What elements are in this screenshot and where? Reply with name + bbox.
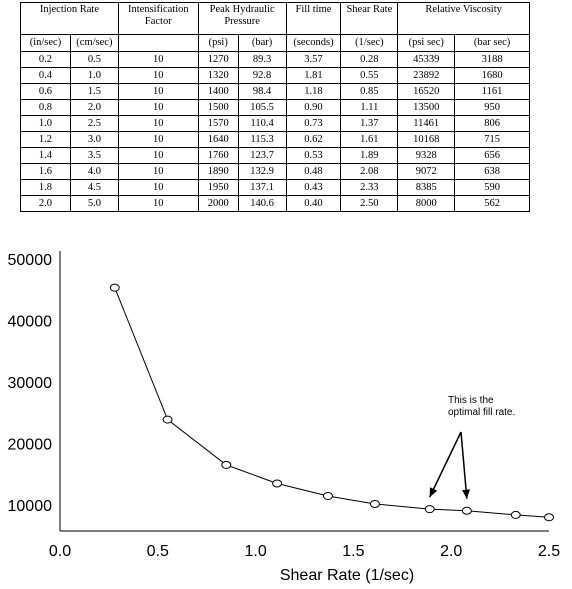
y-tick-label: 30000: [8, 375, 53, 392]
table-cell: 0.40: [285, 195, 342, 212]
data-point: [322, 492, 333, 501]
table-cell: 2000: [197, 195, 239, 212]
column-header: Fill time: [285, 2, 342, 35]
arrow-head: [462, 489, 471, 499]
x-tick-label: 0.5: [147, 543, 169, 560]
table-row: 1.2 3.0 10 1640 115.3 0.62 1.61 10168 715: [20, 131, 530, 148]
x-tick-label: 1.5: [342, 543, 364, 560]
data-point: [510, 510, 521, 519]
table-body: Injection Rate Intensification Factor Peak…: [20, 2, 530, 212]
table-cell: 10: [117, 195, 199, 212]
data-point: [272, 479, 283, 488]
table-row: 0.2 0.5 10 1270 89.3 3.57 0.28 45339 3188: [20, 51, 530, 68]
table-row: 2.0 5.0 10 2000 140.6 0.40 2.50 8000 562: [20, 195, 530, 212]
x-tick-labels: 0.0 0.5 1.0 1.5 2.0 2.5: [49, 543, 560, 560]
data-point: [424, 505, 435, 514]
data-point: [162, 415, 173, 424]
table-cell: 10: [117, 51, 199, 68]
annotation-text: This is the: [448, 395, 494, 406]
y-tick-label: 50000: [8, 252, 53, 269]
table-cell: 5.0: [69, 195, 119, 212]
y-tick-labels: 10000 20000 30000 40000 50000: [8, 252, 53, 515]
table-row: 1.0 2.5 10 1570 110.4 0.73 1.37 11461 806: [20, 115, 530, 132]
x-tick-label: 2.0: [440, 543, 462, 560]
x-tick-label: 1.0: [244, 543, 266, 560]
y-tick-label: 10000: [8, 498, 53, 515]
annotation-arrow: [460, 431, 468, 499]
annotation-text: optimal fill rate.: [448, 407, 515, 418]
annotation-arrow: [429, 431, 462, 498]
table-header-row: Injection Rate Intensification Factor Peak…: [20, 2, 530, 35]
series-line: [114, 287, 550, 518]
x-tick-label: 2.5: [538, 543, 560, 560]
table-cell: 8000: [397, 195, 456, 212]
table-cell: 2.0: [20, 195, 71, 212]
column-header: Relative Viscosity: [397, 2, 530, 35]
data-table: Injection Rate Intensification Factor Peak…: [20, 2, 530, 212]
table-cell: 1.0: [69, 67, 119, 84]
data-point: [461, 506, 472, 515]
table-units-row: (in/sec) (cm/sec) (psi) (bar) (seconds) (1/se…: [20, 34, 530, 52]
data-point: [544, 513, 554, 522]
table-row: 1.8 4.5 10 1950 137.1 0.43 2.33 8385 590: [20, 179, 530, 196]
arrow-head: [429, 487, 438, 498]
table-cell: 10: [117, 179, 199, 196]
table-row: 0.8 2.0 10 1500 105.5 0.90 1.11 13500 950: [20, 99, 530, 116]
y-tick-label: 20000: [8, 437, 53, 454]
x-tick-label: 0.0: [49, 543, 71, 560]
table-cell: 562: [454, 195, 530, 212]
data-point: [221, 460, 232, 469]
chart-axes: [59, 251, 549, 532]
data-point: [369, 499, 380, 508]
table-cell: 950: [454, 99, 530, 116]
table-row: 1.6 4.0 10 1890 132.9 0.48 2.08 9072 638: [20, 163, 530, 180]
data-point: [109, 283, 120, 292]
table-cell: 140.6: [237, 195, 287, 212]
table-row: 0.4 1.0 10 1320 92.8 1.81 0.55 23892 1680: [20, 67, 530, 84]
x-axis-label: Shear Rate (1/sec): [280, 567, 414, 584]
series-layer: [109, 283, 554, 522]
y-tick-label: 40000: [8, 314, 53, 331]
